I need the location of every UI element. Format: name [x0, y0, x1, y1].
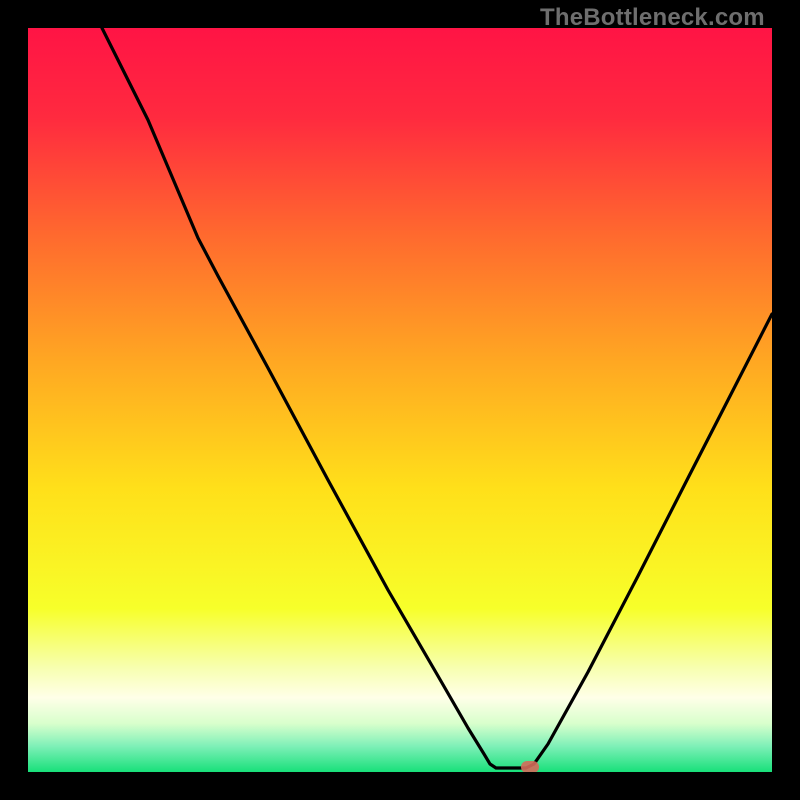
plot-area [28, 28, 772, 772]
gradient-background [28, 28, 772, 772]
gradient-chart-svg [28, 28, 772, 772]
optimal-point-marker [521, 761, 539, 772]
